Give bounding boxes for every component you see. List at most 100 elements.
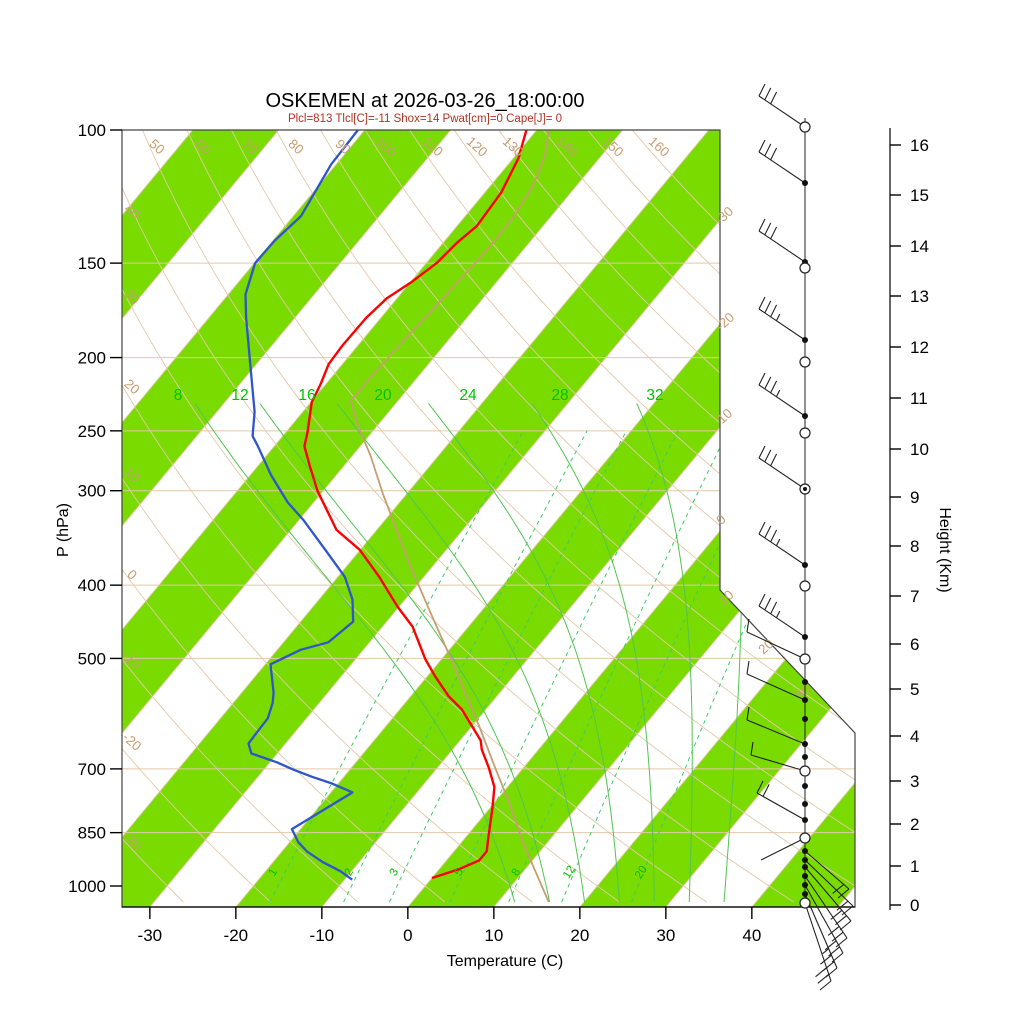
- temperature-tick-label: -20: [224, 926, 249, 945]
- wind-barb-staff: [804, 850, 850, 890]
- moist-adiabat-label: 8: [174, 387, 183, 404]
- height-tick-label: 7: [910, 587, 919, 606]
- wind-barb-staff: [804, 902, 832, 982]
- page-title: OSKEMEN at 2026-03-26_18:00:00: [265, 90, 585, 112]
- mixing-ratio-line: [343, 430, 588, 903]
- wind-barb-feather: [832, 883, 845, 894]
- isotherm-line: [122, 130, 452, 907]
- wind-barb-feather: [762, 784, 770, 797]
- wind-barb-feather: [758, 218, 766, 232]
- sounding-parameters-text: Plcl=813 Tlcl[C]=-11 Shox=14 Pwat[cm]=0 …: [287, 113, 563, 125]
- wind-barb-feather: [758, 83, 766, 97]
- wind-barb-feather: [827, 925, 840, 936]
- mixing-ratio-label: 20: [633, 864, 650, 881]
- pressure-tick-label: 700: [78, 760, 106, 779]
- dry-adiabat: [587, 130, 855, 903]
- station-dot: [802, 783, 808, 789]
- wind-barb-feather: [746, 618, 750, 633]
- wind-barb-staff: [758, 151, 806, 184]
- dewpoint-layer: [244, 130, 359, 881]
- isotherm-label: 20: [755, 636, 776, 657]
- height-tick-label: 5: [910, 680, 919, 699]
- station-circle: [799, 897, 811, 909]
- station-dot: [803, 487, 807, 491]
- wind-barb-feather: [758, 593, 766, 607]
- mixing-ratio-line: [269, 430, 524, 903]
- mixing-ratio-label: 5: [453, 867, 467, 879]
- station-dot: [802, 754, 808, 760]
- station-dot: [802, 562, 808, 568]
- mixing-ratio-label: 12: [561, 864, 578, 881]
- isotherm-line: [122, 130, 280, 907]
- mixing-ratio-label: 1: [267, 867, 281, 879]
- height-tick-label: 14: [910, 237, 929, 256]
- wind-barb-half-feather: [775, 389, 781, 397]
- wind-barb-feather: [758, 296, 766, 310]
- pressure-tick-label: 200: [78, 349, 106, 368]
- station-dot: [802, 697, 808, 703]
- temperature-tick-label: 0: [403, 926, 412, 945]
- station-circle: [799, 765, 811, 777]
- wind-barb-feather: [820, 954, 832, 965]
- temperature-tick-label: -30: [138, 926, 163, 945]
- wind-barb-feather: [764, 597, 772, 611]
- station-dot: [802, 882, 808, 888]
- moist-adiabat-label: 28: [551, 387, 568, 404]
- wind-barb-feather: [831, 931, 844, 942]
- pressure-tick-label: 500: [78, 649, 106, 668]
- height-tick-label: 15: [910, 186, 929, 205]
- station-dot: [802, 180, 808, 186]
- height-tick-label: 13: [910, 287, 929, 306]
- dry-adiabat: [122, 130, 620, 903]
- station-dot: [802, 891, 808, 897]
- moist-adiabat: [259, 403, 551, 903]
- dry-adiabat-label: 20: [121, 376, 142, 397]
- wind-barb-staff: [750, 754, 806, 772]
- mixing-ratio-line: [449, 430, 679, 903]
- wind-barb-staff: [804, 875, 848, 939]
- station-dot: [802, 848, 808, 854]
- wind-barb-feather: [770, 226, 778, 240]
- wind-barb-feather: [764, 376, 772, 390]
- wind-barb-feather: [837, 888, 850, 899]
- mixing-ratio-labels: 1 2 3 5 8 12 20: [267, 864, 650, 881]
- wind-barb-feather: [828, 946, 840, 957]
- dry-adiabat: [231, 130, 855, 903]
- height-tick-label: 1: [910, 857, 919, 876]
- dry-adiabat-label: 30: [121, 286, 142, 307]
- wind-barb-feather: [770, 147, 778, 161]
- height-tick-label: 8: [910, 537, 919, 556]
- temperature-tick-label: 30: [656, 926, 675, 945]
- wind-barb-staff: [756, 792, 806, 821]
- station-circle: [799, 121, 811, 133]
- dry-adiabat-label: 120: [464, 134, 491, 160]
- station-circle: [799, 580, 811, 592]
- wind-barb-feather: [764, 300, 772, 314]
- wind-barb-feather: [819, 980, 832, 991]
- isotherm-line: [122, 130, 624, 907]
- height-tick-label: 3: [910, 772, 919, 791]
- dry-adiabat: [122, 130, 271, 903]
- wind-barb-feather: [758, 521, 766, 535]
- wind-barb-feather: [770, 304, 778, 318]
- station-circle: [799, 653, 811, 665]
- dry-adiabat-label: 40: [121, 201, 142, 222]
- wind-barb-feather: [758, 139, 766, 153]
- wind-barb-half-feather: [775, 610, 781, 618]
- pressure-tick-label: 1000: [68, 877, 106, 896]
- temperature-axis-title: Temperature (C): [447, 953, 563, 970]
- temperature-curve: [303, 130, 528, 880]
- wind-barb-staff: [746, 719, 806, 745]
- moist-adiabat-label: 20: [374, 387, 392, 404]
- dry-adiabat: [122, 130, 795, 903]
- isotherm-line: [837, 130, 855, 907]
- parcel-layer: [350, 130, 550, 903]
- wind-barb-feather: [758, 372, 766, 386]
- height-tick-label: 16: [910, 136, 929, 155]
- dry-adiabat: [186, 130, 855, 903]
- dry-adiabat-label: 70: [239, 136, 260, 157]
- wind-barb-staff: [746, 673, 806, 701]
- pressure-tick-label: 850: [78, 824, 106, 843]
- temperature-tick-label: 10: [484, 926, 503, 945]
